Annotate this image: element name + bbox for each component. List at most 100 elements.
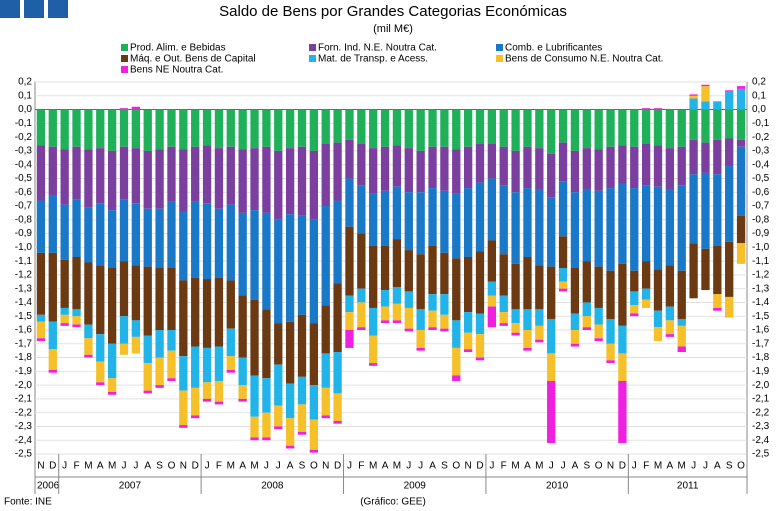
bar-segment bbox=[238, 385, 247, 399]
year-label: 2009 bbox=[404, 481, 427, 492]
bar-segment bbox=[36, 338, 46, 342]
bar-segment bbox=[202, 145, 212, 204]
bar-segment bbox=[630, 109, 639, 147]
bar-segment bbox=[96, 334, 105, 362]
bar-segment bbox=[72, 256, 81, 310]
bar-segment bbox=[404, 291, 413, 308]
legend-swatch bbox=[309, 55, 316, 62]
bar-segment bbox=[428, 188, 437, 246]
bar-segment bbox=[594, 338, 603, 342]
y-tick-label: -1,6 bbox=[15, 325, 33, 336]
x-tick-label: M bbox=[654, 461, 662, 472]
bar-segment bbox=[96, 148, 105, 204]
bar-segment bbox=[404, 307, 413, 329]
bar-segment bbox=[499, 146, 508, 186]
bar-segment bbox=[238, 212, 247, 296]
y2-tick-label: 0,0 bbox=[752, 104, 766, 115]
bar-segment bbox=[689, 109, 698, 140]
bar-segment bbox=[701, 86, 710, 102]
bar-segment bbox=[380, 320, 390, 324]
y2-tick-label: -0,8 bbox=[752, 214, 770, 225]
bar-segment bbox=[345, 178, 354, 227]
bar-segment bbox=[416, 309, 425, 330]
bar-segment bbox=[725, 90, 734, 92]
x-tick-label: O bbox=[595, 461, 603, 472]
bar-segment bbox=[606, 109, 615, 147]
bar-segment bbox=[665, 189, 675, 266]
bar-segment bbox=[677, 109, 686, 147]
x-tick-label: A bbox=[239, 461, 246, 472]
bar-segment bbox=[404, 192, 413, 251]
bar-segment bbox=[297, 314, 307, 377]
bar-segment bbox=[523, 146, 532, 189]
y-tick-label: -1,3 bbox=[15, 283, 33, 294]
bar-segment bbox=[653, 186, 663, 270]
bar-segment bbox=[558, 109, 568, 143]
bar-segment bbox=[499, 109, 508, 147]
bar-segment bbox=[511, 150, 520, 193]
x-tick-label: J bbox=[406, 461, 411, 472]
legend-swatch bbox=[121, 66, 128, 73]
y2-tick-label: -0,4 bbox=[752, 159, 770, 170]
bar-segment bbox=[226, 204, 235, 281]
bar-segment bbox=[167, 378, 176, 381]
bar-segment bbox=[48, 109, 57, 147]
bar-segment bbox=[155, 385, 164, 388]
source: Fonte: INE bbox=[4, 497, 52, 508]
bar-segment bbox=[238, 357, 247, 386]
bar-segment bbox=[143, 109, 152, 151]
y2-tick-label: -0,5 bbox=[752, 173, 770, 184]
bar-segment bbox=[547, 266, 556, 319]
year-label: 2006 bbox=[37, 481, 60, 492]
bar-segment bbox=[238, 149, 247, 213]
y-tick-label: -0,8 bbox=[15, 214, 33, 225]
bar-segment bbox=[119, 261, 129, 317]
bar-segment bbox=[297, 431, 307, 435]
bar-segment bbox=[440, 314, 449, 329]
bar-segment bbox=[665, 320, 675, 335]
bar-segment bbox=[701, 84, 710, 87]
chart-subtitle: (mil M€) bbox=[373, 23, 413, 35]
bar-segment bbox=[238, 295, 247, 358]
bar-segment bbox=[523, 330, 532, 348]
bar-segment bbox=[689, 243, 698, 299]
x-tick-label: M bbox=[393, 461, 401, 472]
y-tick-label: -0,6 bbox=[15, 187, 33, 198]
bar-segment bbox=[36, 145, 46, 201]
bar-segment bbox=[725, 166, 734, 242]
bar-segment bbox=[36, 109, 46, 146]
bar-segment bbox=[428, 294, 437, 311]
bar-segment bbox=[369, 109, 378, 149]
bar-segment bbox=[250, 148, 259, 211]
bar-segment bbox=[511, 192, 520, 264]
bar-segment bbox=[416, 150, 425, 193]
bar-segment bbox=[274, 150, 283, 220]
bar-segment bbox=[179, 109, 188, 150]
bar-segment bbox=[309, 323, 319, 386]
y2-tick-label: -1,1 bbox=[752, 256, 770, 267]
bar-segment bbox=[214, 380, 224, 402]
bar-segment bbox=[309, 385, 319, 420]
bar-segment bbox=[262, 412, 271, 438]
bar-segment bbox=[202, 279, 212, 348]
bar-segment bbox=[369, 193, 378, 246]
x-tick-label: M bbox=[108, 461, 116, 472]
bar-segment bbox=[416, 192, 425, 255]
bar-segment bbox=[36, 200, 46, 253]
x-tick-label: N bbox=[607, 461, 614, 472]
bar-segment bbox=[262, 309, 271, 379]
bar-segment bbox=[72, 199, 81, 257]
bar-segment bbox=[119, 316, 129, 344]
bar-segment bbox=[155, 268, 164, 330]
bar-segment bbox=[547, 153, 556, 198]
bar-segment bbox=[725, 241, 734, 297]
bar-segment bbox=[226, 369, 235, 373]
bar-segment bbox=[511, 309, 520, 324]
y2-tick-label: -1,6 bbox=[752, 325, 770, 336]
x-tick-label: J bbox=[632, 461, 637, 472]
y-tick-label: -1,2 bbox=[15, 270, 33, 281]
x-tick-label: N bbox=[180, 461, 187, 472]
x-tick-label: A bbox=[572, 461, 579, 472]
bar-segment bbox=[226, 146, 235, 205]
year-label: 2008 bbox=[261, 481, 284, 492]
